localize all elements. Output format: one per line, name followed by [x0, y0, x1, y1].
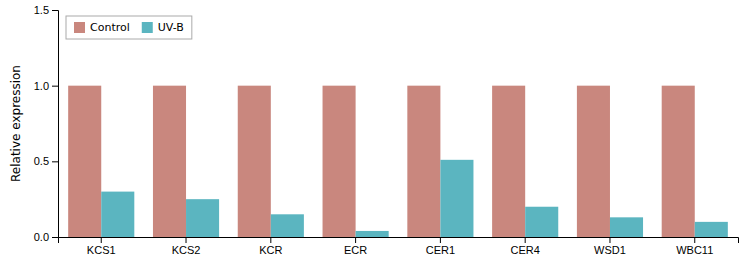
bar [68, 86, 101, 237]
tick-label: 0.0 [34, 231, 49, 243]
bar [440, 160, 473, 237]
bar [577, 86, 610, 237]
chart: 0.0 0.5 1.0 1.5 KCS1 KCS2 KCR ECR CER1 CER4 WSD1 WB… [0, 0, 750, 265]
tick-mark [52, 86, 58, 87]
legend-swatch [74, 22, 85, 33]
tick-mark [52, 10, 58, 11]
tick: KCS2 [172, 237, 201, 256]
bar [356, 231, 389, 237]
tick-label: KCR [259, 244, 282, 256]
bar [323, 86, 356, 237]
tick: 0.0 [34, 231, 58, 243]
tick: WBC11 [676, 237, 713, 256]
y-label: Relative expression [9, 65, 23, 182]
bars [68, 86, 728, 237]
bar [695, 222, 728, 237]
bar [271, 214, 304, 237]
legend-label: Control [90, 21, 130, 34]
tick-label: CER4 [511, 244, 540, 256]
tick-mark [186, 237, 187, 243]
legend-swatch [142, 22, 153, 33]
x-axis: KCS1 KCS2 KCR ECR CER1 CER4 WSD1 WBC11 [59, 237, 739, 256]
axis-line [59, 238, 739, 244]
bar [525, 207, 558, 237]
tick-mark [525, 237, 526, 243]
tick-mark [355, 237, 356, 243]
tick-mark [270, 237, 271, 243]
y-axis: 0.0 0.5 1.0 1.5 [34, 4, 59, 243]
tick-mark [609, 237, 610, 243]
tick-mark [101, 237, 102, 243]
bar [153, 86, 186, 237]
tick-label: 0.5 [34, 155, 49, 167]
tick-mark [52, 237, 58, 238]
bar [492, 86, 525, 237]
tick: KCR [259, 237, 282, 256]
plot: 0.0 0.5 1.0 1.5 KCS1 KCS2 KCR ECR CER1 CER4 WSD1 WB… [34, 4, 739, 256]
tick: CER1 [426, 237, 455, 256]
tick-label: KCS2 [172, 244, 201, 256]
tick-label: ECR [344, 244, 367, 256]
legend-frame [66, 16, 192, 39]
tick: 0.5 [34, 155, 58, 167]
bar [238, 86, 271, 237]
legend: Control UV-B [66, 16, 192, 39]
bar [101, 192, 134, 237]
tick-mark [440, 237, 441, 243]
tick-label: KCS1 [87, 244, 116, 256]
tick-mark [52, 161, 58, 162]
tick-label: WBC11 [676, 244, 713, 256]
bar [186, 199, 219, 237]
tick-label: WSD1 [594, 244, 626, 256]
tick: 1.5 [34, 4, 58, 16]
tick: ECR [344, 237, 367, 256]
tick: KCS1 [87, 237, 116, 256]
bar-series [68, 86, 695, 237]
bar-series [101, 160, 728, 237]
tick: WSD1 [594, 237, 626, 256]
bar [662, 86, 695, 237]
tick-label: CER1 [426, 244, 455, 256]
bar [610, 217, 643, 237]
tick-mark [694, 237, 695, 243]
bar [407, 86, 440, 237]
legend-label: UV-B [158, 21, 184, 34]
axis-line [52, 11, 59, 238]
tick: CER4 [511, 237, 540, 256]
tick-label: 1.0 [34, 80, 49, 92]
tick: 1.0 [34, 80, 58, 92]
tick-label: 1.5 [34, 4, 49, 16]
